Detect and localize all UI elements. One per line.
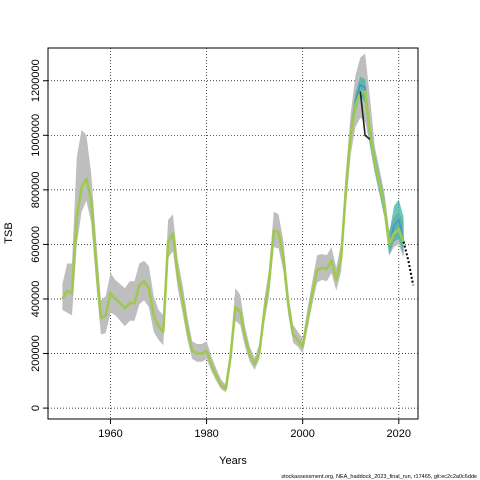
- y-tick-label: 600000: [30, 226, 42, 263]
- series-lines: [61, 83, 415, 391]
- forecast-dashed-line: [402, 241, 415, 286]
- plot-frame: [47, 47, 419, 420]
- y-tick-label: 0: [30, 405, 42, 411]
- x-tick-label: 2020: [387, 428, 411, 440]
- y-axis-title: TSB: [3, 222, 15, 243]
- retro-peak-line: [359, 91, 371, 141]
- x-tick-label: 1960: [98, 428, 122, 440]
- x-axis-title: Years: [219, 455, 247, 467]
- y-tick-label: 400000: [30, 281, 42, 318]
- y-tick-label: 1000000: [30, 114, 42, 157]
- footer-caption: stockassessment.org, NEA_haddock_2023_fi…: [281, 474, 477, 480]
- tsb-main-line: [61, 90, 405, 391]
- retro-confidence-band: [350, 76, 404, 256]
- y-tick-label: 1200000: [30, 59, 42, 102]
- x-tick-label: 2000: [290, 428, 314, 440]
- y-tick-label: 200000: [30, 335, 42, 372]
- y-tick-label: 800000: [30, 171, 42, 208]
- x-tick-label: 1980: [194, 428, 218, 440]
- tick-marks: [43, 80, 400, 424]
